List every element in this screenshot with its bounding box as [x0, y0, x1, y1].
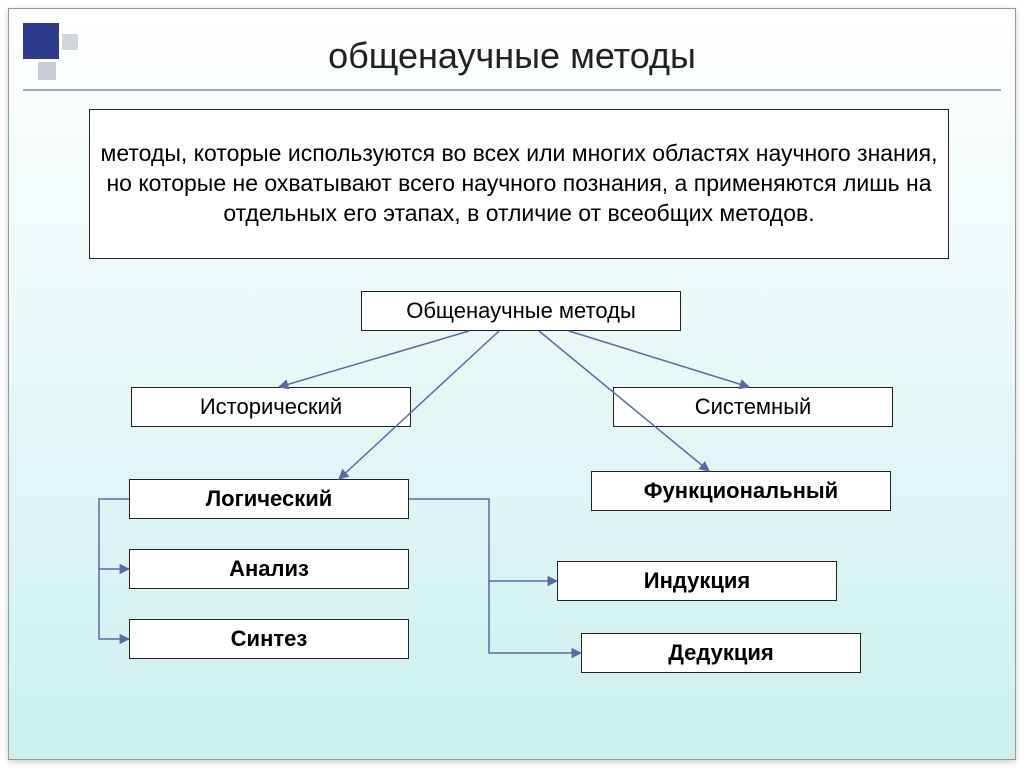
root-node: Общенаучные методы [361, 291, 681, 331]
slide-canvas: общенаучные методы методы, которые испол… [8, 8, 1016, 760]
node-systemic: Системный [613, 387, 893, 427]
node-induction: Индукция [557, 561, 837, 601]
node-analysis: Анализ [129, 549, 409, 589]
node-functional: Функциональный [591, 471, 891, 511]
slide-title: общенаучные методы [9, 35, 1015, 77]
node-historical: Исторический [131, 387, 411, 427]
header-rule [23, 89, 1001, 91]
node-deduction: Дедукция [581, 633, 861, 673]
definition-box: методы, которые используются во всех или… [89, 109, 949, 259]
node-logical: Логический [129, 479, 409, 519]
node-synthesis: Синтез [129, 619, 409, 659]
